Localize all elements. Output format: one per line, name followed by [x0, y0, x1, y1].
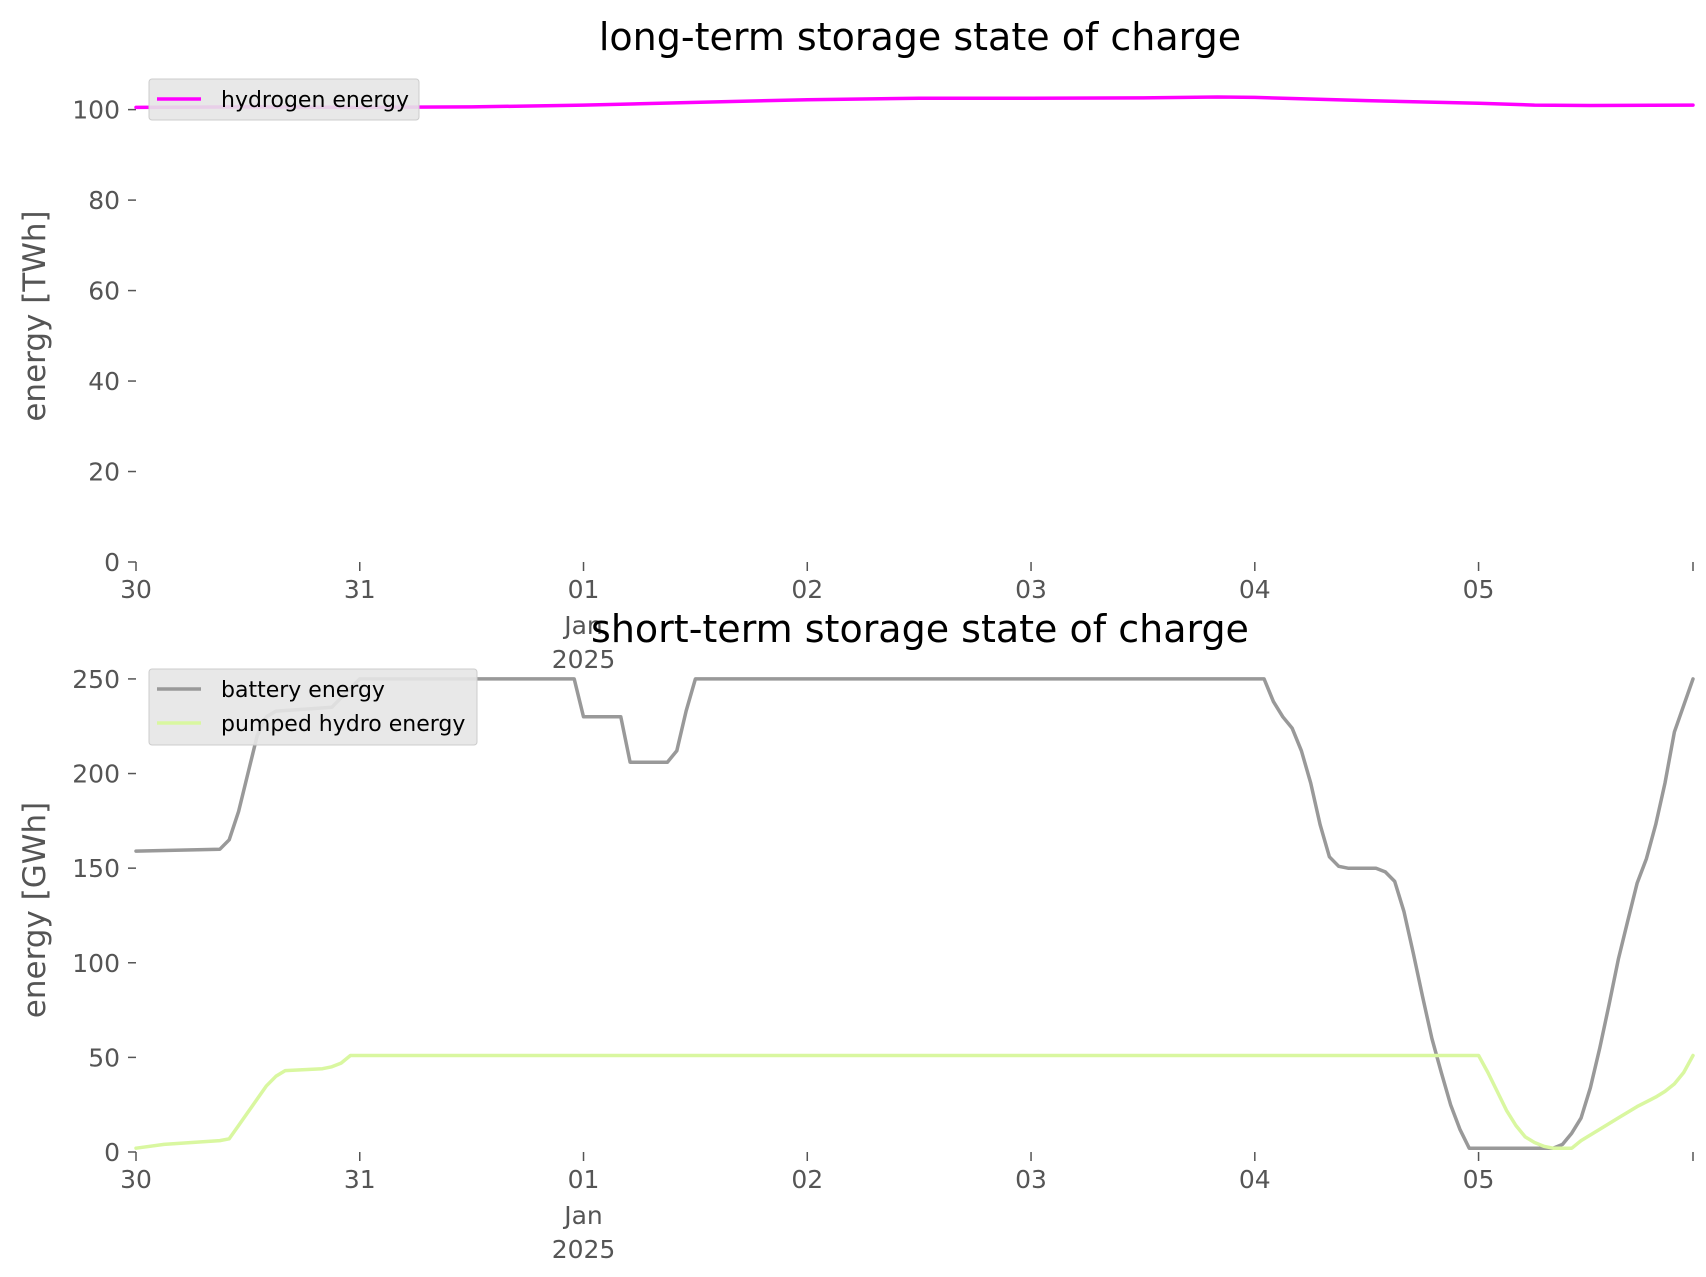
x-tick-label: 05	[1463, 575, 1495, 604]
y-tick-label: 60	[88, 277, 120, 306]
pumped-hydro-energy-line	[134, 1053, 1695, 1150]
short-term-y-axis: 0 50 100 150 200 250	[72, 665, 136, 1167]
short-term-y-axis-label: energy [GWh]	[17, 802, 53, 1018]
x-tick-label: 30	[120, 1165, 152, 1194]
short-term-legend: battery energy pumped hydro energy	[148, 668, 478, 746]
short-term-chart-title: short-term storage state of charge	[591, 607, 1249, 651]
x-tick-label: 04	[1239, 575, 1271, 604]
y-tick-label: 20	[88, 458, 120, 487]
hydrogen-energy-legend-label: hydrogen energy	[221, 88, 409, 113]
x-tick-label: 03	[1015, 1165, 1047, 1194]
battery-energy-line	[134, 677, 1695, 1150]
hydrogen-energy-line	[134, 95, 1695, 110]
long-term-chart-title: long-term storage state of charge	[599, 15, 1241, 59]
y-tick-label: 100	[72, 949, 120, 978]
y-tick-label: 0	[104, 1138, 120, 1167]
x-tick-sublabel: 2025	[552, 645, 616, 674]
short-term-series-group	[134, 677, 1695, 1150]
y-tick-label: 150	[72, 854, 120, 883]
y-tick-label: 80	[88, 186, 120, 215]
x-tick-label: 02	[791, 1165, 823, 1194]
x-tick-label: 30	[120, 575, 152, 604]
y-tick-label: 100	[72, 96, 120, 125]
long-term-y-axis: 0 20 40 60 80 100	[72, 96, 136, 577]
short-term-storage-panel: short-term storage state of charge energ…	[17, 607, 1695, 1264]
legend-box	[148, 78, 420, 121]
x-tick-sublabel: Jan	[562, 611, 603, 640]
x-tick-label: 01	[568, 1165, 600, 1194]
y-tick-label: 40	[88, 367, 120, 396]
legend-box	[148, 668, 478, 746]
x-tick-label: 03	[1015, 575, 1047, 604]
x-tick-label: 05	[1463, 1165, 1495, 1194]
x-tick-sublabel: 2025	[552, 1235, 616, 1264]
x-tick-label: 01	[568, 575, 600, 604]
x-tick-label: 02	[791, 575, 823, 604]
pumped-hydro-energy-legend-label: pumped hydro energy	[221, 712, 465, 737]
battery-energy-legend-label: battery energy	[221, 678, 385, 703]
long-term-legend: hydrogen energy	[148, 78, 420, 121]
x-tick-label: 31	[344, 1165, 376, 1194]
y-tick-label: 50	[88, 1043, 120, 1072]
y-tick-label: 0	[104, 548, 120, 577]
y-tick-label: 200	[72, 760, 120, 789]
y-tick-label: 250	[72, 665, 120, 694]
long-term-y-axis-label: energy [TWh]	[17, 210, 53, 421]
x-tick-label: 04	[1239, 1165, 1271, 1194]
short-term-x-axis: 30 31 01 Jan 2025 02 03 04 05	[120, 1152, 1694, 1264]
long-term-series-group	[134, 95, 1695, 110]
x-tick-label: 31	[344, 575, 376, 604]
x-tick-sublabel: Jan	[562, 1201, 603, 1230]
long-term-x-axis: 30 31 01 Jan 2025 02 03 04 05	[120, 562, 1694, 674]
long-term-storage-panel: long-term storage state of charge energy…	[17, 15, 1695, 674]
